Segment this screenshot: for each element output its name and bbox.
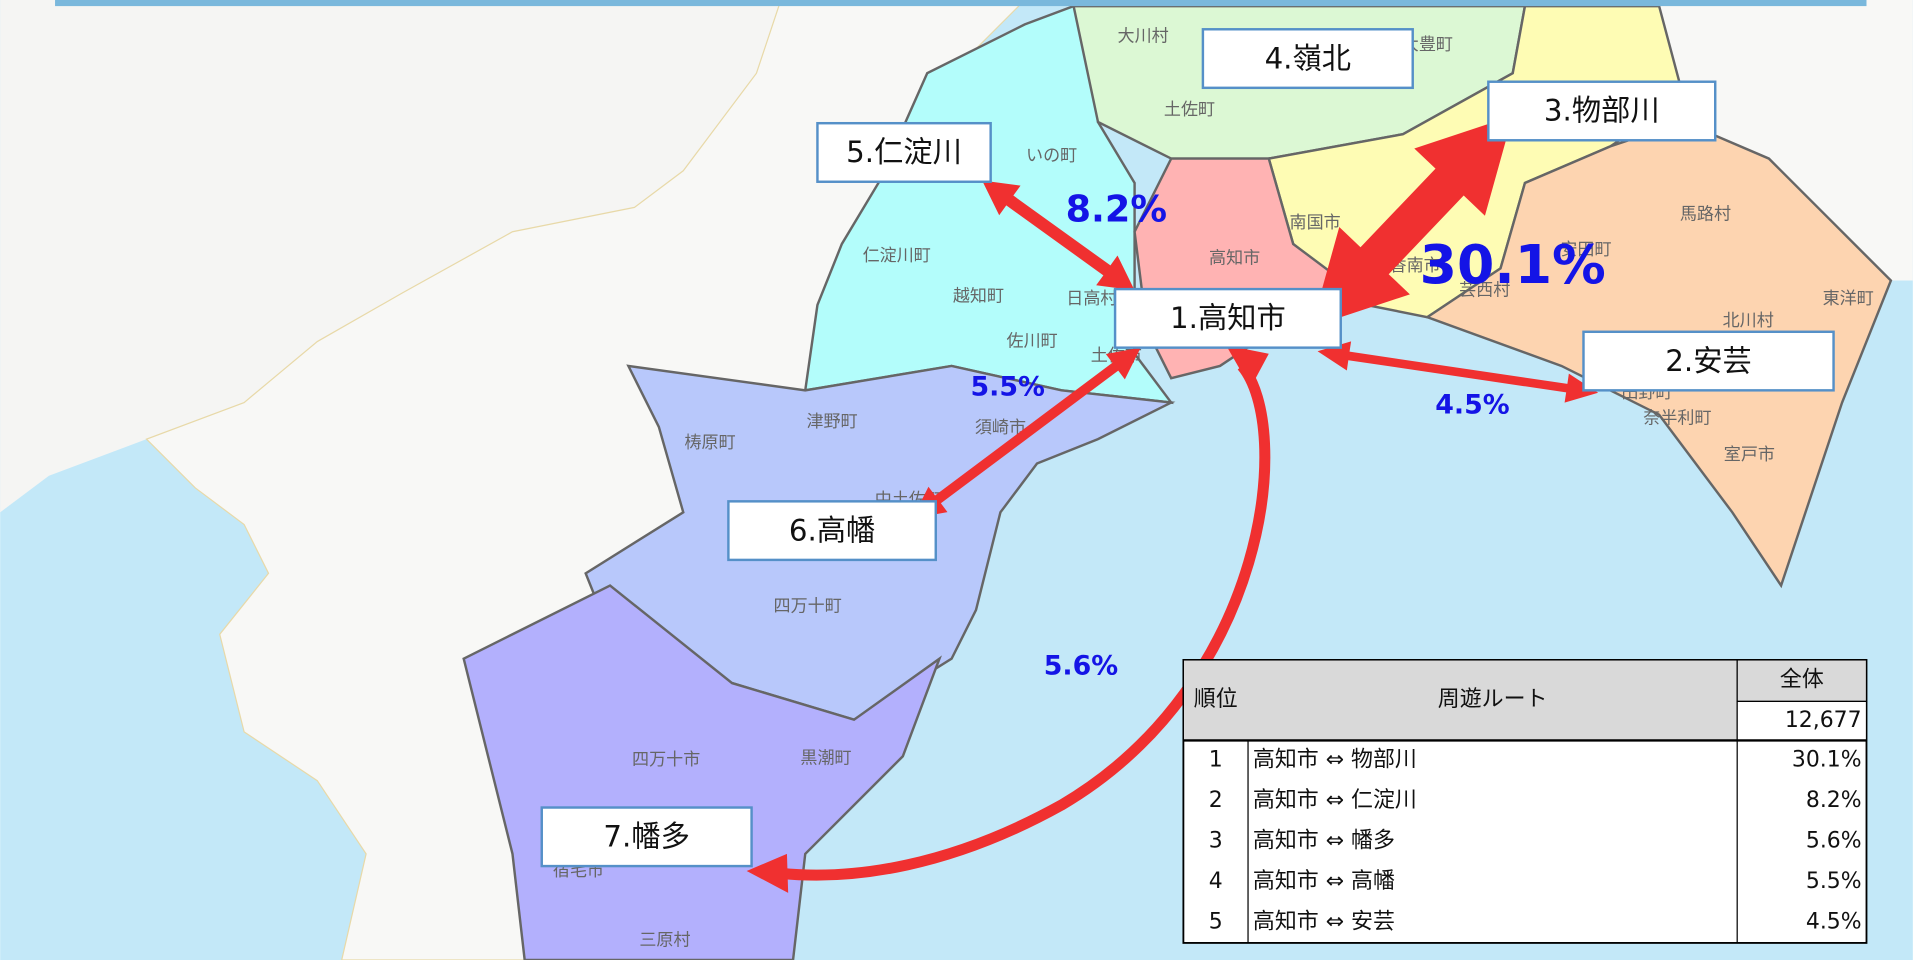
place-name: 室戸市 (1724, 445, 1775, 465)
flow-label: 4.5% (1435, 390, 1510, 421)
region-label: 5.仁淀川 (846, 135, 962, 169)
flow-arrow (982, 180, 1135, 291)
place-name: 南国市 (1290, 213, 1341, 233)
flow-labels: 30.1% 8.2% 5.6% 5.5% 4.5% (971, 188, 1606, 682)
flow-arrow-curve (780, 362, 1271, 881)
place-name: 大豊町 (1402, 35, 1453, 55)
share-cell: 30.1% (1792, 748, 1862, 773)
total-value: 12,677 (1785, 708, 1862, 733)
arrow-head (1226, 345, 1269, 388)
flow-arrow (912, 347, 1141, 519)
region-label: 3.物部川 (1544, 94, 1660, 128)
route-cell: 高知市 ⇔ 物部川 (1253, 748, 1417, 773)
rank-cell: 1 (1209, 748, 1223, 773)
share-cell: 5.6% (1806, 829, 1862, 854)
region-label: 1.高知市 (1170, 301, 1286, 335)
place-name: いの町 (1026, 146, 1077, 166)
region-labels: 1.高知市 2.安芸 3.物部川 4.嶺北 5.仁淀川 6.高幡 7.幡多 (540, 28, 1835, 868)
flow-arrow (1317, 341, 1599, 403)
total-cell (1736, 700, 1868, 742)
region-label: 6.高幡 (789, 513, 875, 547)
place-name: 芸西村 (1459, 280, 1510, 300)
land-east (1659, 0, 1913, 281)
top-bar (55, 0, 1867, 7)
rank-cell: 4 (1209, 869, 1223, 894)
place-name: 梼原町 (685, 433, 736, 453)
place-name: 四万十町 (774, 596, 842, 616)
region-label: 7.幡多 (603, 820, 689, 854)
route-cell: 高知市 ⇔ 安芸 (1253, 910, 1395, 935)
region-box (1582, 330, 1835, 392)
arrow-head (746, 853, 789, 893)
flow-label: 30.1% (1420, 233, 1606, 296)
share-cell: 4.5% (1806, 910, 1862, 935)
place-name: 大川村 (1118, 27, 1169, 47)
region-label: 2.安芸 (1665, 344, 1751, 378)
flow-arrows (746, 115, 1599, 893)
flow-label: 5.5% (971, 371, 1046, 402)
place-name: 土佐町 (1164, 100, 1215, 120)
place-name: 三原村 (639, 930, 690, 950)
flow-arrow (1311, 115, 1513, 327)
region-box (1487, 80, 1717, 142)
place-name: 津野町 (806, 412, 857, 432)
place-name: 奈半利町 (1643, 408, 1711, 428)
header-bg (1182, 659, 1738, 742)
flow-label: 8.2% (1066, 188, 1167, 231)
place-name: 安田町 (1560, 240, 1611, 260)
place-name: 越知町 (953, 286, 1004, 306)
rank-cell: 2 (1209, 788, 1223, 813)
region-box (727, 500, 937, 562)
header-cell: 全体 (1780, 668, 1824, 693)
region-box (816, 121, 992, 183)
place-name: 馬路村 (1680, 205, 1731, 225)
place-name: 香南市 (1390, 256, 1441, 276)
land-west (0, 0, 781, 513)
place-name: 黒潮町 (800, 749, 851, 769)
route-table: 順位 周遊ルート 全体 12,677 1 高知市 ⇔ 物部川 30.1% 2 高知市 ⇔ 仁淀川… (1182, 659, 1868, 944)
place-name: 佐川町 (1007, 332, 1058, 352)
region-label: 4.嶺北 (1265, 41, 1351, 75)
place-name: 東洋町 (1823, 289, 1874, 309)
route-cell: 高知市 ⇔ 高幡 (1253, 869, 1395, 894)
place-name: 高知市 (1209, 249, 1260, 269)
place-name: 日高村 (1066, 289, 1117, 309)
header-cell: 周遊ルート (1438, 687, 1548, 712)
share-cell: 5.5% (1806, 869, 1862, 894)
place-name: 四万十市 (632, 750, 700, 770)
place-name: 北川村 (1723, 311, 1774, 331)
route-cell: 高知市 ⇔ 幡多 (1253, 829, 1395, 854)
place-name: 須崎市 (975, 418, 1026, 438)
rank-cell: 5 (1209, 910, 1223, 935)
rank-cell: 3 (1209, 829, 1223, 854)
flow-label: 5.6% (1044, 651, 1119, 682)
header-cell: 順位 (1194, 687, 1238, 712)
region-box (1201, 28, 1414, 90)
region-box (1113, 287, 1342, 349)
place-name: 仁淀川町 (863, 246, 931, 266)
region-box (540, 806, 753, 868)
header-bg (1736, 659, 1868, 703)
share-cell: 8.2% (1806, 788, 1862, 813)
route-cell: 高知市 ⇔ 仁淀川 (1253, 788, 1417, 813)
